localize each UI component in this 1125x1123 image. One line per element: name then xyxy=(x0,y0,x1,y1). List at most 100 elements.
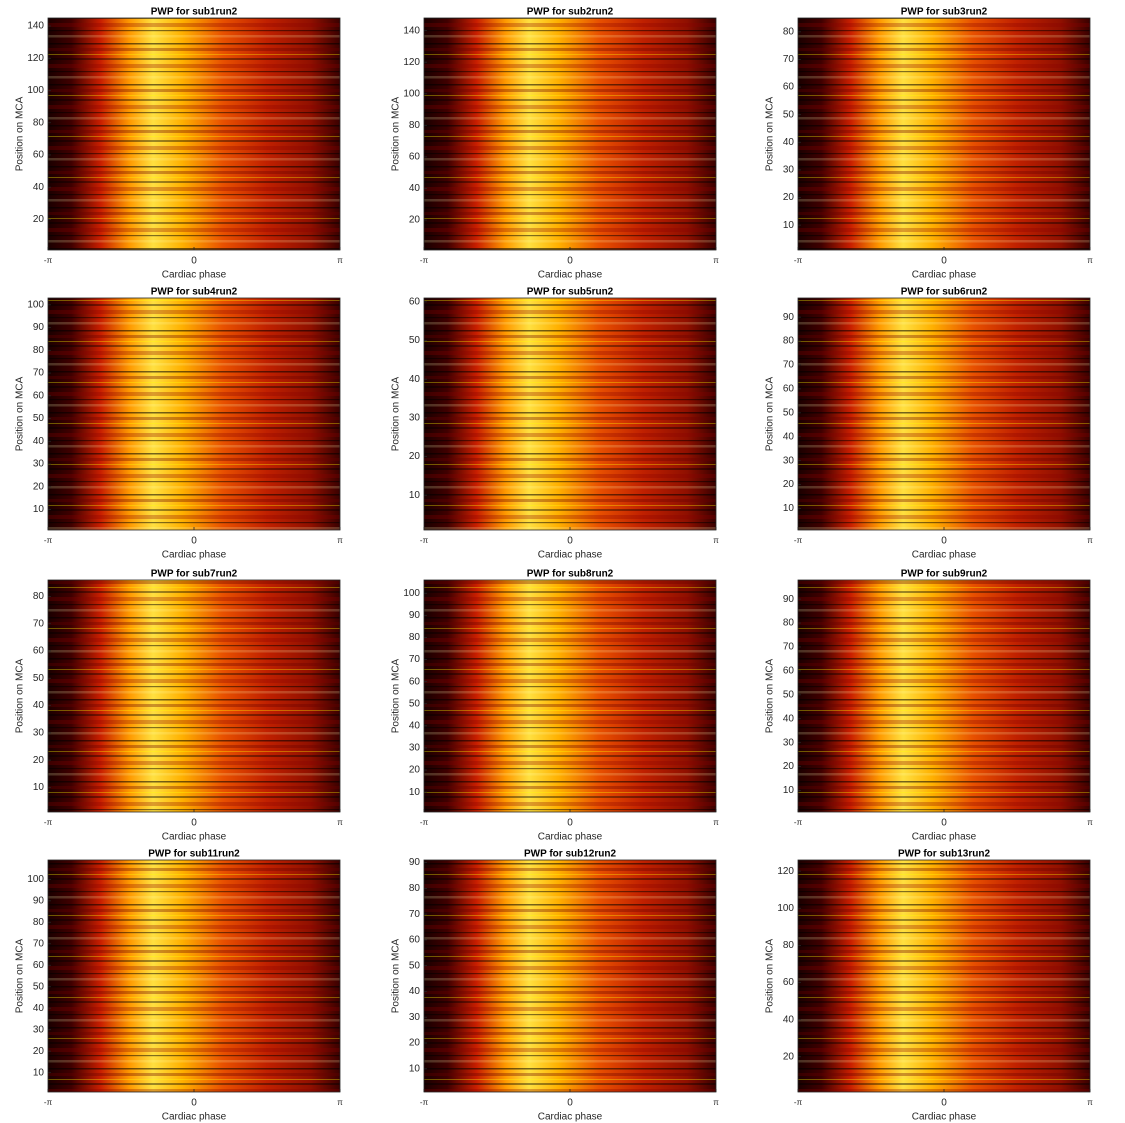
y-tick-label: 80 xyxy=(409,632,421,643)
y-tick-label: 140 xyxy=(27,21,44,32)
x-tick-label: 0 xyxy=(941,818,947,829)
y-tick-label: 80 xyxy=(783,618,795,629)
y-tick-label: 50 xyxy=(33,673,45,684)
y-tick-label: 20 xyxy=(33,481,45,492)
x-axis-label: Cardiac phase xyxy=(538,1112,603,1123)
x-tick-label: π xyxy=(713,818,719,827)
y-tick-label: 20 xyxy=(783,479,795,490)
y-tick-label: 20 xyxy=(783,761,795,772)
x-tick-label: -π xyxy=(794,256,803,265)
x-axis-label: Cardiac phase xyxy=(912,1112,977,1123)
y-tick-label: 60 xyxy=(409,297,421,308)
y-tick-label: 10 xyxy=(409,787,421,798)
x-tick-label: 0 xyxy=(941,256,947,267)
y-axis-label: Position on MCA xyxy=(391,96,402,171)
y-tick-label: 100 xyxy=(27,299,44,310)
y-tick-label: 70 xyxy=(783,642,795,653)
x-axis-label: Cardiac phase xyxy=(162,1112,227,1123)
x-tick-label: π xyxy=(713,536,719,545)
x-axis-label: Cardiac phase xyxy=(162,832,227,843)
x-tick-label: -π xyxy=(794,536,803,545)
x-axis-label: Cardiac phase xyxy=(162,270,227,281)
y-tick-label: 60 xyxy=(409,676,421,687)
x-tick-label: 0 xyxy=(941,536,947,547)
y-axis-label: Position on MCA xyxy=(15,376,26,451)
y-axis-label: Position on MCA xyxy=(15,96,26,171)
y-axis-label: Position on MCA xyxy=(391,376,402,451)
x-axis-label: Cardiac phase xyxy=(538,550,603,561)
y-tick-label: 20 xyxy=(409,765,421,776)
heatmap-stripes xyxy=(48,860,340,1092)
y-tick-label: 80 xyxy=(409,120,421,131)
chart-title: PWP for sub8run2 xyxy=(527,569,614,580)
y-tick-label: 70 xyxy=(409,909,421,920)
y-tick-label: 30 xyxy=(33,1024,45,1035)
y-tick-label: 20 xyxy=(33,1046,45,1057)
x-axis-label: Cardiac phase xyxy=(912,832,977,843)
heatmap-stripes xyxy=(798,860,1090,1092)
x-axis-label: Cardiac phase xyxy=(538,832,603,843)
y-tick-label: 40 xyxy=(33,182,45,193)
y-axis-label: Position on MCA xyxy=(765,658,776,733)
x-tick-label: -π xyxy=(794,818,803,827)
x-tick-label: π xyxy=(713,256,719,265)
y-tick-label: 70 xyxy=(33,368,45,379)
x-tick-label: 0 xyxy=(191,818,197,829)
y-tick-label: 10 xyxy=(409,490,421,501)
heatmap-stripes xyxy=(798,18,1090,250)
y-tick-label: 20 xyxy=(409,215,421,226)
y-tick-label: 70 xyxy=(409,654,421,665)
y-tick-label: 90 xyxy=(783,594,795,605)
y-tick-label: 80 xyxy=(33,917,45,928)
y-tick-label: 40 xyxy=(783,431,795,442)
y-tick-label: 10 xyxy=(783,220,795,231)
heatmap-stripes xyxy=(424,298,716,530)
x-tick-label: -π xyxy=(44,818,53,827)
y-tick-label: 10 xyxy=(783,785,795,796)
y-tick-label: 40 xyxy=(783,1014,795,1025)
y-tick-label: 120 xyxy=(403,57,420,68)
x-tick-label: π xyxy=(1087,1098,1093,1107)
y-tick-label: 50 xyxy=(409,960,421,971)
x-tick-label: 0 xyxy=(941,1098,947,1109)
y-tick-label: 20 xyxy=(409,1038,421,1049)
x-tick-label: π xyxy=(1087,536,1093,545)
y-tick-label: 120 xyxy=(27,53,44,64)
y-tick-label: 60 xyxy=(409,935,421,946)
y-tick-label: 50 xyxy=(33,413,45,424)
x-tick-label: -π xyxy=(420,536,429,545)
y-tick-label: 40 xyxy=(783,137,795,148)
y-tick-label: 60 xyxy=(783,977,795,988)
y-tick-label: 30 xyxy=(33,459,45,470)
x-tick-label: -π xyxy=(420,1098,429,1107)
y-tick-label: 90 xyxy=(409,610,421,621)
x-axis-label: Cardiac phase xyxy=(538,270,603,281)
y-tick-label: 80 xyxy=(783,336,795,347)
x-tick-label: π xyxy=(1087,818,1093,827)
y-tick-label: 30 xyxy=(783,165,795,176)
x-tick-label: -π xyxy=(44,1098,53,1107)
y-tick-label: 90 xyxy=(33,895,45,906)
y-tick-label: 90 xyxy=(33,322,45,333)
y-tick-label: 50 xyxy=(783,689,795,700)
y-tick-label: 40 xyxy=(409,720,421,731)
y-axis-label: Position on MCA xyxy=(765,938,776,1013)
y-tick-label: 70 xyxy=(33,618,45,629)
y-tick-label: 80 xyxy=(409,883,421,894)
heatmap-stripes xyxy=(48,18,340,250)
x-tick-label: 0 xyxy=(567,536,573,547)
y-tick-label: 100 xyxy=(27,85,44,96)
x-tick-label: -π xyxy=(420,818,429,827)
y-tick-label: 30 xyxy=(783,455,795,466)
x-tick-label: 0 xyxy=(567,256,573,267)
heatmap-stripes xyxy=(424,18,716,250)
y-tick-label: 30 xyxy=(783,737,795,748)
y-tick-label: 60 xyxy=(783,666,795,677)
x-tick-label: π xyxy=(1087,256,1093,265)
y-tick-label: 30 xyxy=(409,1012,421,1023)
y-tick-label: 80 xyxy=(33,591,45,602)
y-tick-label: 60 xyxy=(409,152,421,163)
y-axis-label: Position on MCA xyxy=(765,376,776,451)
y-tick-label: 40 xyxy=(409,986,421,997)
